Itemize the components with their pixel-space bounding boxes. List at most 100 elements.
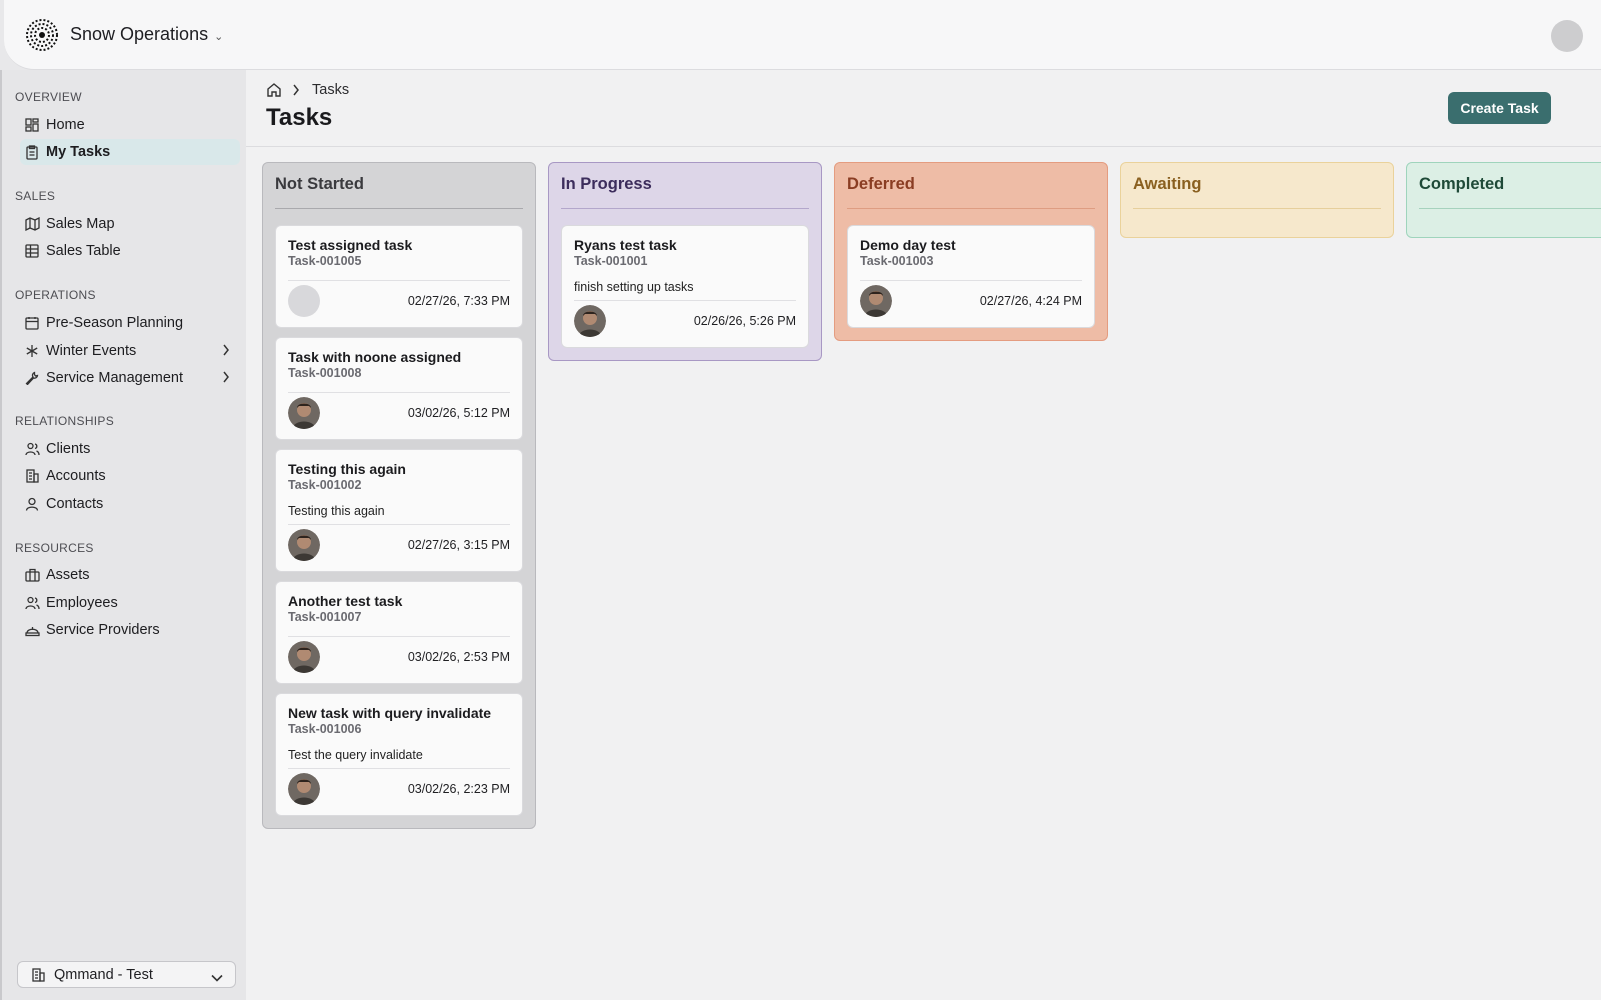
chevron-right-icon xyxy=(222,371,230,387)
task-date: 02/26/26, 5:26 PM xyxy=(693,314,796,328)
task-date: 03/02/26, 2:23 PM xyxy=(407,782,510,796)
column-title: Completed xyxy=(1419,163,1601,209)
task-card[interactable]: Demo day test Task-001003 02/27/26, 4:24… xyxy=(847,225,1095,328)
briefcase-icon xyxy=(24,567,40,583)
task-title: Demo day test xyxy=(860,237,956,253)
sidebar-item-label: Home xyxy=(46,117,85,133)
sidebar-item-label: Assets xyxy=(46,567,90,583)
task-id: Task-001001 xyxy=(574,254,648,268)
section-resources: RESOURCES xyxy=(15,541,94,555)
hardhat-icon xyxy=(24,622,40,638)
globe-dots-icon[interactable] xyxy=(24,17,60,53)
top-bar: Snow Operations ⌄ xyxy=(4,0,1601,70)
workspace-selector[interactable]: Qmmand - Test xyxy=(17,961,236,988)
task-date: 03/02/26, 2:53 PM xyxy=(407,650,510,664)
column-deferred: Deferred Demo day test Task-001003 02/27… xyxy=(834,162,1108,341)
task-card[interactable]: Testing this again Task-001002 Testing t… xyxy=(275,449,523,572)
task-card[interactable]: Test assigned task Task-001005 02/27/26,… xyxy=(275,225,523,328)
section-sales: SALES xyxy=(15,189,56,203)
breadcrumb: Tasks xyxy=(266,82,349,98)
task-card[interactable]: New task with query invalidate Task-0010… xyxy=(275,693,523,816)
task-footer: 02/26/26, 5:26 PM xyxy=(574,300,796,337)
sidebar-item-sales-table[interactable]: Sales Table xyxy=(20,238,240,264)
sidebar-item-accounts[interactable]: Accounts xyxy=(20,463,240,489)
sidebar-item-winter-events[interactable]: Winter Events xyxy=(20,338,240,364)
snowflake-icon xyxy=(24,343,40,359)
users-icon xyxy=(24,595,40,611)
chevron-down-icon[interactable]: ⌄ xyxy=(214,30,224,43)
chevron-right-icon xyxy=(292,84,300,96)
column-awaiting: Awaiting xyxy=(1120,162,1394,238)
task-date: 03/02/26, 5:12 PM xyxy=(407,406,510,420)
calendar-icon xyxy=(24,315,40,331)
chevron-down-icon xyxy=(211,970,223,986)
page-title: Tasks xyxy=(266,104,333,131)
user-avatar[interactable] xyxy=(1551,20,1583,52)
task-title: Task with noone assigned xyxy=(288,349,462,365)
assignee-avatar[interactable] xyxy=(288,529,320,561)
sidebar-item-assets[interactable]: Assets xyxy=(20,562,240,588)
assignee-avatar[interactable] xyxy=(574,305,606,337)
table-icon xyxy=(24,243,40,259)
sidebar-item-pre-season-planning[interactable]: Pre-Season Planning xyxy=(20,310,240,336)
task-card[interactable]: Task with noone assigned Task-001008 03/… xyxy=(275,337,523,440)
sidebar-item-employees[interactable]: Employees xyxy=(20,590,240,616)
divider xyxy=(246,146,1601,147)
create-task-button[interactable]: Create Task xyxy=(1448,92,1551,124)
map-icon xyxy=(24,216,40,232)
sidebar-item-my-tasks[interactable]: My Tasks xyxy=(20,139,240,165)
task-description: Testing this again xyxy=(288,504,385,518)
sidebar-item-label: Employees xyxy=(46,595,118,611)
breadcrumb-current: Tasks xyxy=(312,82,350,98)
sidebar-item-service-management[interactable]: Service Management xyxy=(20,365,240,391)
task-title: Another test task xyxy=(288,593,403,609)
chevron-right-icon xyxy=(222,344,230,360)
column-title: Not Started xyxy=(275,163,523,209)
task-footer: 03/02/26, 2:23 PM xyxy=(288,768,510,805)
task-date: 02/27/26, 7:33 PM xyxy=(407,294,510,308)
task-card[interactable]: Another test task Task-001007 03/02/26, … xyxy=(275,581,523,684)
assignee-avatar[interactable] xyxy=(860,285,892,317)
task-id: Task-001007 xyxy=(288,610,362,624)
section-relationships: RELATIONSHIPS xyxy=(15,414,115,428)
clipboard-icon xyxy=(24,144,40,160)
column-completed: Completed xyxy=(1406,162,1601,238)
column-title: Deferred xyxy=(847,163,1095,209)
app-name[interactable]: Snow Operations xyxy=(70,24,209,44)
task-id: Task-001008 xyxy=(288,366,362,380)
dashboard-icon xyxy=(24,117,40,133)
sidebar-item-label: Service Providers xyxy=(46,622,160,638)
sidebar: OVERVIEW Home My Tasks SALES Sales Map S… xyxy=(0,70,246,1000)
task-title: Testing this again xyxy=(288,461,406,477)
assignee-avatar[interactable] xyxy=(288,641,320,673)
assignee-avatar[interactable] xyxy=(288,773,320,805)
sidebar-item-label: Contacts xyxy=(46,496,104,512)
assignee-avatar-empty[interactable] xyxy=(288,285,320,317)
task-footer: 03/02/26, 2:53 PM xyxy=(288,636,510,673)
sidebar-item-label: Service Management xyxy=(46,370,184,386)
task-footer: 02/27/26, 3:15 PM xyxy=(288,524,510,561)
column-in-progress: In Progress Ryans test task Task-001001 … xyxy=(548,162,822,361)
sidebar-item-home[interactable]: Home xyxy=(20,112,240,138)
section-operations: OPERATIONS xyxy=(15,288,96,302)
column-not-started: Not Started Test assigned task Task-0010… xyxy=(262,162,536,829)
sidebar-item-label: My Tasks xyxy=(46,144,111,160)
home-icon[interactable] xyxy=(266,82,282,98)
task-id: Task-001005 xyxy=(288,254,362,268)
sidebar-item-label: Winter Events xyxy=(46,343,137,359)
sidebar-item-contacts[interactable]: Contacts xyxy=(20,491,240,517)
assignee-avatar[interactable] xyxy=(288,397,320,429)
task-id: Task-001002 xyxy=(288,478,362,492)
task-card[interactable]: Ryans test task Task-001001 finish setti… xyxy=(561,225,809,348)
task-id: Task-001003 xyxy=(860,254,934,268)
task-footer: 02/27/26, 4:24 PM xyxy=(860,280,1082,317)
task-title: Ryans test task xyxy=(574,237,677,253)
task-title: Test assigned task xyxy=(288,237,413,253)
sidebar-item-service-providers[interactable]: Service Providers xyxy=(20,617,240,643)
sidebar-item-sales-map[interactable]: Sales Map xyxy=(20,211,240,237)
task-date: 02/27/26, 4:24 PM xyxy=(979,294,1082,308)
workspace-label: Qmmand - Test xyxy=(54,966,153,983)
column-title: In Progress xyxy=(561,163,809,209)
sidebar-item-clients[interactable]: Clients xyxy=(20,436,240,462)
main-content: Tasks Tasks Create Task Not Started Test… xyxy=(246,70,1601,1000)
